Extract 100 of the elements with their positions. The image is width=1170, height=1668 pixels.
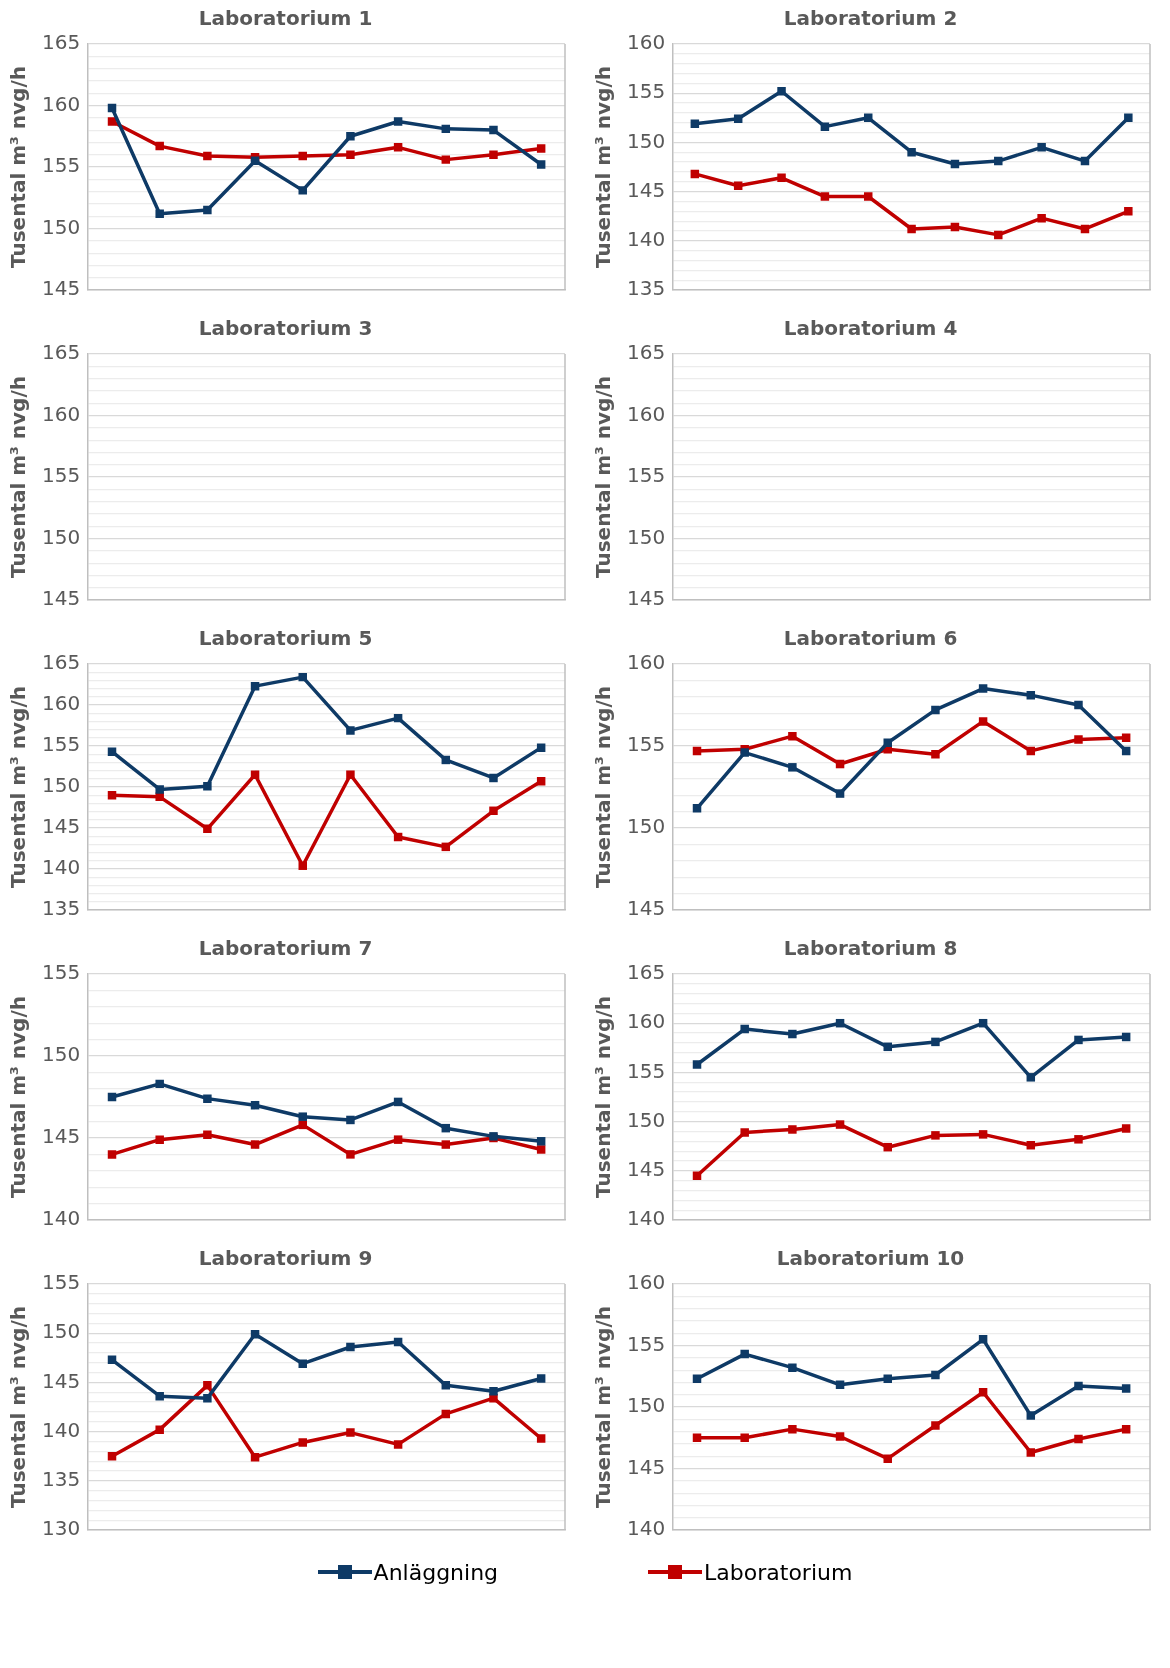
point [155,785,164,794]
point [1074,700,1083,710]
point [203,205,212,215]
point [835,1432,845,1441]
point [393,117,403,126]
point [777,173,786,183]
point [536,743,546,752]
y-tick-label: 130 [41,1516,81,1541]
y-tick-label: 145 [626,177,666,202]
point [346,1342,355,1352]
point [994,156,1003,166]
point [740,1024,749,1034]
point [740,1349,749,1359]
point [907,224,916,234]
point [393,1135,403,1144]
chart-title: Laboratorium 1 [198,6,373,31]
y-axis-title: Tusental m³ nvg/h [591,66,616,268]
y-tick-label: 165 [41,340,81,365]
point [155,1079,164,1089]
y-axis-title: Tusental m³ nvg/h [591,686,616,888]
point [203,1381,212,1390]
point [978,717,988,726]
point [820,122,830,131]
legend-label: Anläggning [373,1559,499,1585]
point [788,1363,797,1372]
y-tick-label: 160 [41,691,81,716]
point [1026,1411,1036,1420]
y-tick-label: 155 [41,732,81,757]
point [346,150,355,159]
y-tick-label: 160 [41,91,81,116]
chart-title: Laboratorium 5 [198,626,373,651]
y-axis-title: Tusental m³ nvg/h [6,376,31,578]
point [1074,1035,1083,1045]
point [298,186,307,195]
y-tick-label: 155 [41,153,81,178]
chart-title: Laboratorium 2 [783,6,958,31]
point [692,804,702,813]
y-tick-label: 160 [41,401,81,426]
point [931,749,940,759]
point [536,1137,546,1146]
point [931,1037,940,1047]
y-tick-label: 145 [626,1454,666,1479]
y-tick-label: 145 [626,586,666,611]
point [1124,113,1133,123]
y-tick-label: 155 [41,960,81,985]
point [994,230,1003,240]
point [1026,1448,1036,1457]
point [536,777,546,786]
point [489,125,498,135]
point [107,1150,117,1159]
point [978,684,988,693]
y-tick-label: 165 [41,650,81,675]
point [864,192,873,201]
point [203,1130,212,1139]
point [931,1421,940,1430]
point [1074,1135,1083,1144]
y-tick-label: 165 [626,960,666,985]
y-tick-label: 165 [41,30,81,55]
y-tick-label: 160 [626,1009,666,1034]
point [883,738,892,747]
point [346,132,355,141]
point [1074,1381,1083,1391]
y-tick-label: 145 [41,1124,81,1149]
y-tick-label: 145 [41,814,81,839]
point [883,1374,892,1383]
point [155,209,164,218]
point [298,861,307,870]
y-tick-label: 135 [41,1467,81,1491]
y-tick-label: 150 [41,214,81,239]
point [1037,143,1046,152]
y-tick-label: 160 [626,1270,666,1295]
point [740,1433,749,1442]
y-axis-title: Tusental m³ nvg/h [591,996,616,1198]
point [107,117,117,126]
y-tick-label: 145 [41,586,81,611]
y-tick-label: 150 [626,1107,666,1132]
point [931,1131,940,1140]
point [740,1128,749,1137]
point [536,144,546,153]
point [1074,1434,1083,1444]
point [393,143,403,152]
y-tick-label: 140 [41,1206,81,1231]
y-tick-label: 150 [626,524,666,549]
point [1037,213,1046,223]
y-tick-label: 140 [41,855,81,880]
point [788,1424,797,1434]
chart-title: Laboratorium 9 [198,1246,373,1271]
point [346,1115,355,1125]
chart-title: Laboratorium 6 [783,626,958,651]
point [692,1374,702,1383]
point [298,1112,307,1121]
point [203,781,212,791]
point [536,1434,546,1443]
y-tick-label: 140 [41,1417,81,1442]
point [346,1428,355,1437]
point [692,1060,702,1069]
y-tick-label: 155 [626,79,666,104]
point [788,1029,797,1039]
point [733,181,743,190]
point [489,1387,498,1396]
